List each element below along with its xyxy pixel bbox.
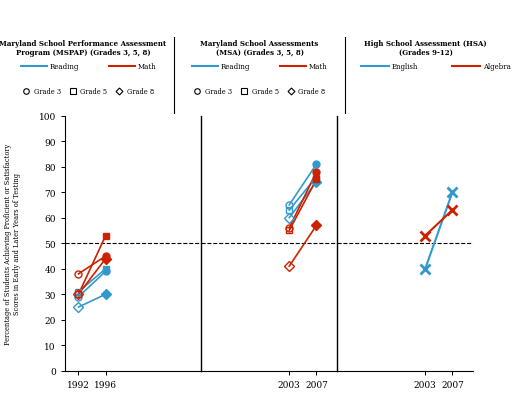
Text: Grade 3: Grade 3 [34, 87, 61, 95]
Text: Percentage of Students Achieving Proficient or Satisfactory
Scores in Early and : Percentage of Students Achieving Profici… [4, 143, 21, 344]
Text: Reading: Reading [49, 63, 79, 71]
Text: Maryland School Assessments
(MSA) (Grades 3, 5, 8): Maryland School Assessments (MSA) (Grade… [200, 40, 319, 57]
Text: High School Assessment (HSA)
(Grades 9-12): High School Assessment (HSA) (Grades 9-1… [364, 40, 487, 57]
Text: Math: Math [138, 63, 156, 71]
Text: Grade 5: Grade 5 [80, 87, 107, 95]
Text: Students Perform Better Over Time: Students Perform Better Over Time [260, 12, 494, 26]
Text: Grade 8: Grade 8 [298, 87, 325, 95]
Text: English: English [392, 63, 418, 71]
Text: Grade 3: Grade 3 [205, 87, 232, 95]
Text: Algebra: Algebra [483, 63, 511, 71]
Text: Maryland’s K-12 Testing Program, 1990-2007:: Maryland’s K-12 Testing Program, 1990-20… [0, 12, 260, 26]
Text: Reading: Reading [221, 63, 250, 71]
Text: Grade 8: Grade 8 [127, 87, 154, 95]
Text: Maryland School Performance Assessment
Program (MSPAP) (Grades 3, 5, 8): Maryland School Performance Assessment P… [0, 40, 167, 57]
Text: Grade 5: Grade 5 [252, 87, 279, 95]
Text: Math: Math [309, 63, 327, 71]
